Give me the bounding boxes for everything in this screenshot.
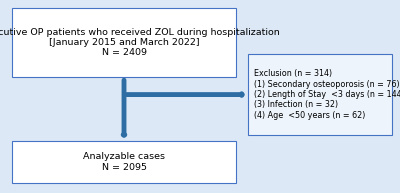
Text: Consecutive OP patients who received ZOL during hospitalization
[January 2015 an: Consecutive OP patients who received ZOL… [0,28,279,57]
FancyBboxPatch shape [12,8,236,77]
FancyBboxPatch shape [248,54,392,135]
Text: Exclusion (n = 314)
(1) Secondary osteoporosis (n = 76)
(2) Length of Stay  <3 d: Exclusion (n = 314) (1) Secondary osteop… [254,69,400,120]
Text: Analyzable cases
N = 2095: Analyzable cases N = 2095 [83,152,165,172]
FancyBboxPatch shape [12,141,236,183]
